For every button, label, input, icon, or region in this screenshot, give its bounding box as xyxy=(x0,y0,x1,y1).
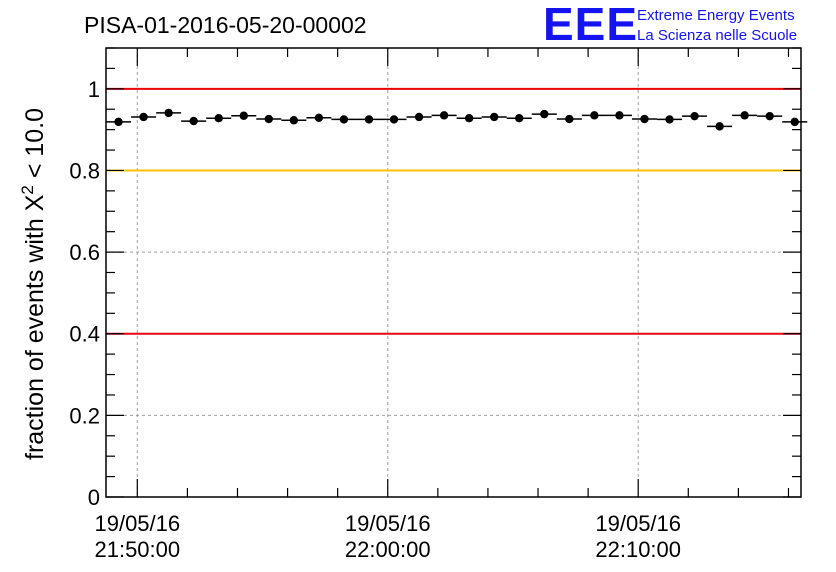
data-point xyxy=(389,115,399,124)
data-point xyxy=(239,111,248,120)
axis-ticks xyxy=(106,47,801,498)
data-point xyxy=(790,117,799,127)
x-tick-time-label: 22:10:00 xyxy=(595,537,681,562)
data-point xyxy=(189,116,198,126)
data-point xyxy=(439,111,449,120)
data-point xyxy=(640,114,649,124)
x-tick-date-label: 19/05/16 xyxy=(94,511,180,536)
y-tick-label: 0.2 xyxy=(69,403,100,428)
x-tick-date-label: 19/05/16 xyxy=(345,511,431,536)
data-point xyxy=(414,112,424,122)
data-point xyxy=(740,111,749,120)
data-point xyxy=(464,114,474,123)
y-tick-labels: 0 0.2 0.4 0.6 0.8 1 xyxy=(69,77,100,510)
reference-lines xyxy=(106,87,801,335)
data-point xyxy=(214,114,223,123)
data-point xyxy=(715,122,724,131)
y-tick-label: 0.8 xyxy=(69,158,100,183)
data-points xyxy=(106,108,808,131)
data-point xyxy=(665,115,674,124)
y-tick-label: 0 xyxy=(88,485,100,510)
x-tick-date-label: 19/05/16 xyxy=(595,511,681,536)
logo-line-1: Extreme Energy Events xyxy=(637,7,795,24)
data-point xyxy=(690,111,699,121)
x-tick-labels: 19/05/1621:50:0019/05/1622:00:0019/05/16… xyxy=(94,511,681,562)
data-point xyxy=(540,109,549,119)
data-point xyxy=(339,115,349,124)
x-tick-time-label: 22:00:00 xyxy=(345,537,431,562)
logo-mark: EEE xyxy=(543,0,638,50)
data-point xyxy=(164,108,173,118)
chart-title: PISA-01-2016-05-20-00002 xyxy=(84,12,367,38)
y-axis-title-superscript: 2 xyxy=(18,185,37,194)
data-point xyxy=(289,116,299,125)
data-point xyxy=(264,114,273,124)
y-tick-label: 0.6 xyxy=(69,240,100,265)
data-point xyxy=(364,115,374,124)
data-point xyxy=(565,114,574,124)
logo-line-2: La Scienza nelle Scuole xyxy=(637,27,797,44)
y-tick-label: 0.4 xyxy=(69,322,100,347)
data-point xyxy=(765,111,774,121)
x-tick-time-label: 21:50:00 xyxy=(94,537,180,562)
y-axis-title-suffix: < 10.0 xyxy=(21,108,49,185)
eee-logo: EEE Extreme Energy Events La Scienza nel… xyxy=(543,0,797,50)
y-axis-title: fraction of events with X2 < 10.0 xyxy=(18,108,49,460)
data-point xyxy=(515,114,524,123)
data-point xyxy=(615,111,624,120)
data-point xyxy=(139,112,148,122)
data-point xyxy=(314,113,324,122)
data-point xyxy=(590,111,599,120)
y-axis-title-main: fraction of events with X xyxy=(21,194,49,460)
data-point xyxy=(114,117,123,127)
data-point xyxy=(489,112,499,122)
y-tick-label: 1 xyxy=(88,77,100,102)
